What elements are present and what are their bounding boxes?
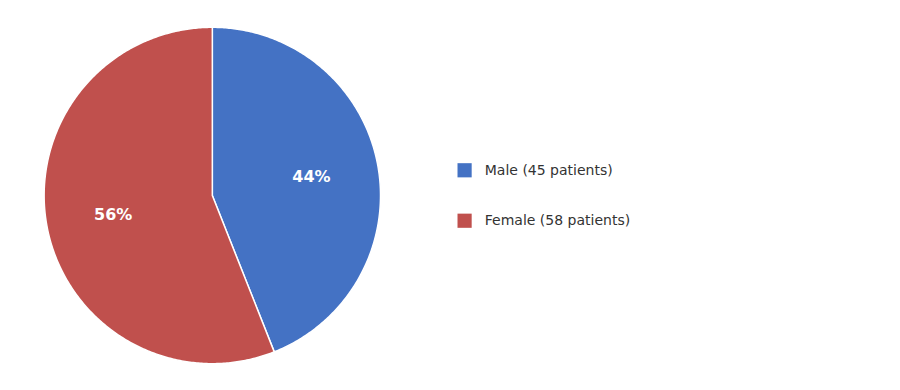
svg-text:44%: 44%: [292, 167, 330, 186]
svg-text:Male (45 patients): Male (45 patients): [485, 162, 613, 178]
svg-text:Female (58 patients): Female (58 patients): [485, 212, 630, 228]
svg-text:56%: 56%: [94, 205, 132, 224]
